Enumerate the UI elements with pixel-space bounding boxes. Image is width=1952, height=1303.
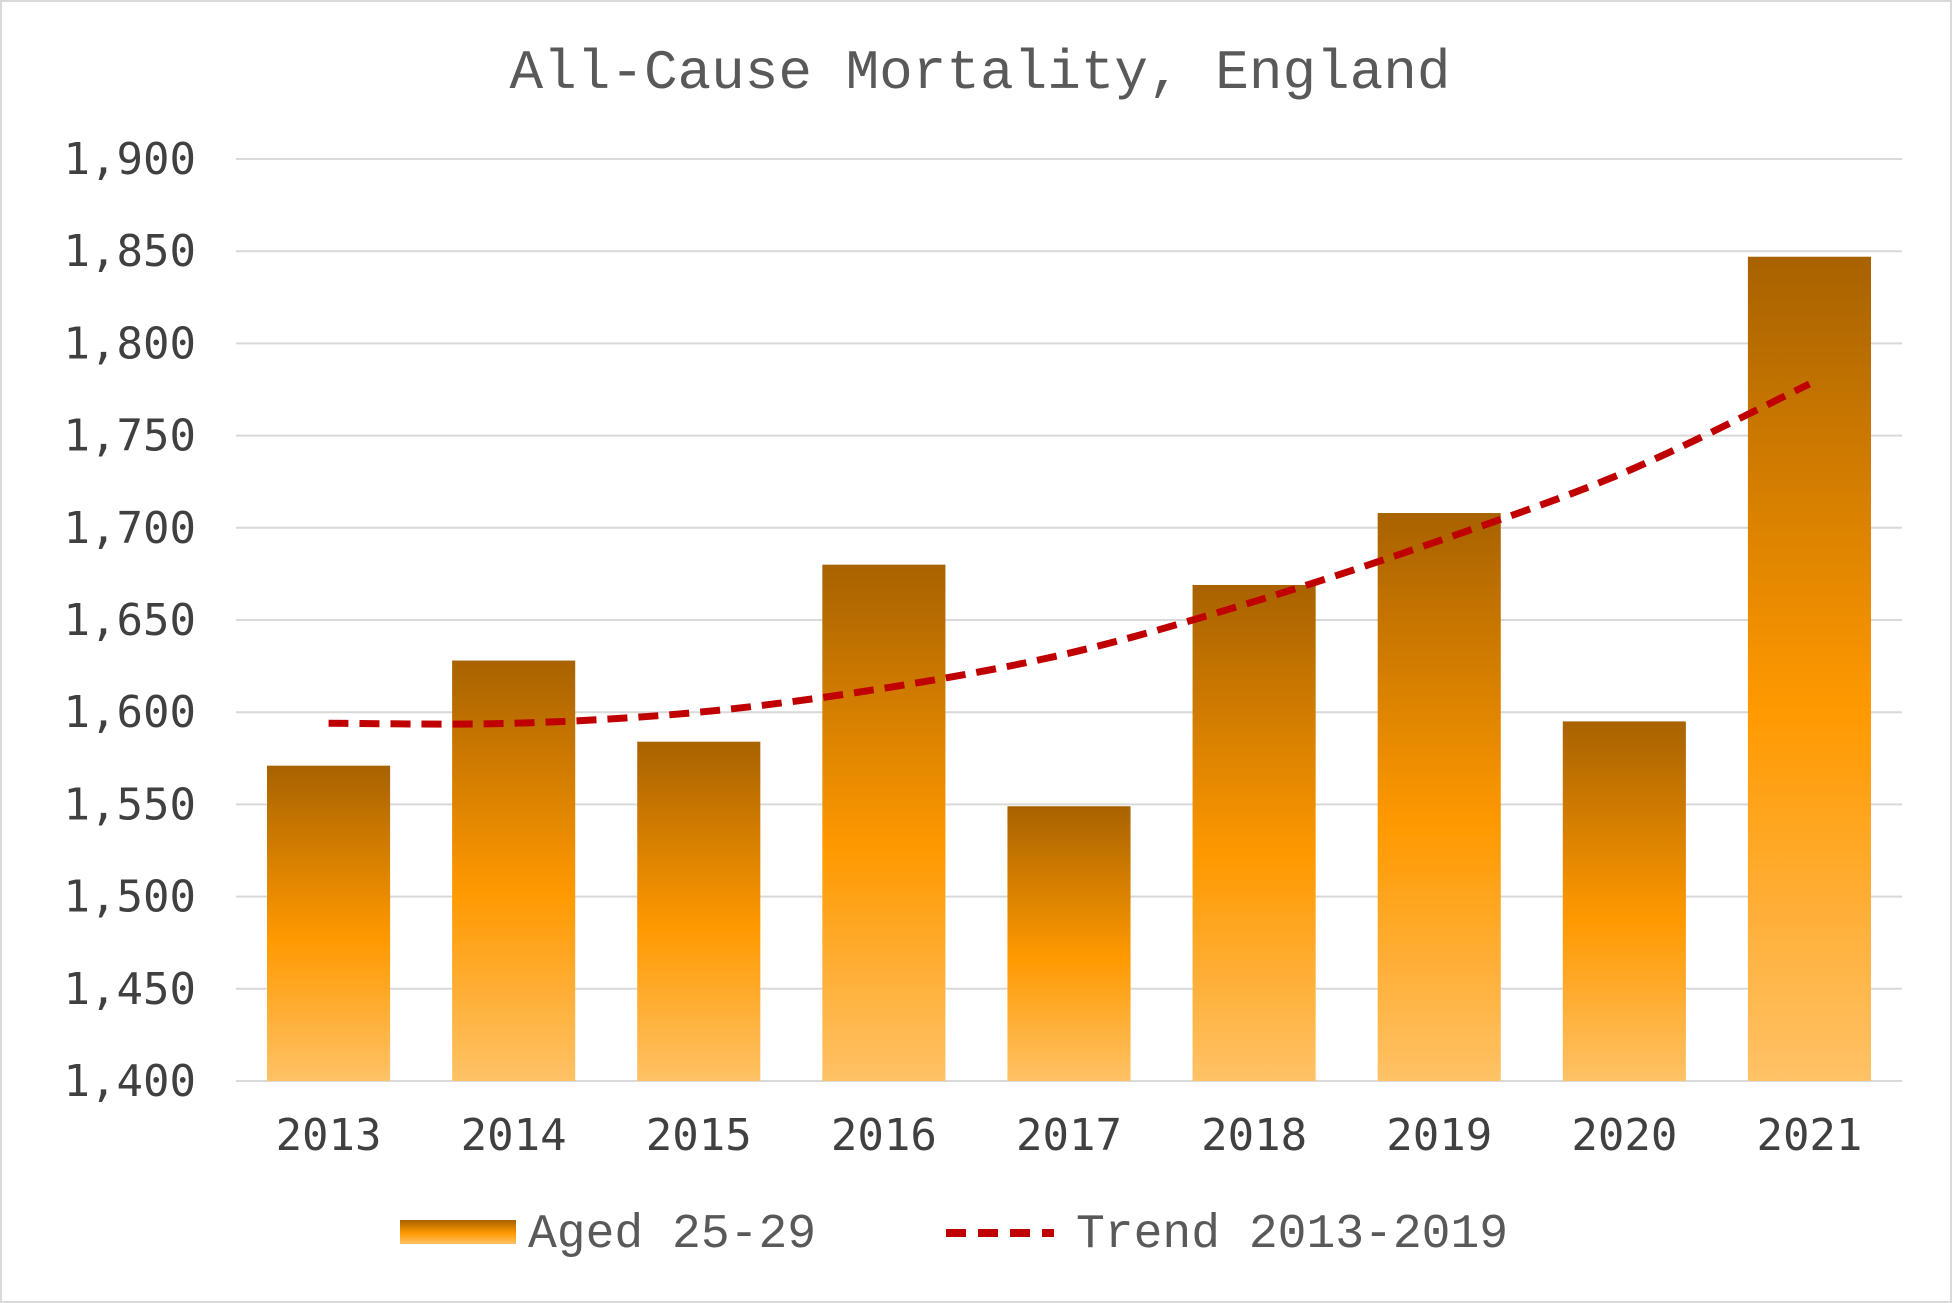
- bar-2015: [637, 741, 761, 1081]
- x-tick-label: 2018: [1201, 1110, 1307, 1161]
- x-axis-tick-labels: 2013 2014 2015 2016 2017 2018 2019 2020 2021: [276, 1110, 1863, 1161]
- x-tick-label: 2015: [646, 1110, 752, 1161]
- x-tick-label: 2014: [461, 1110, 567, 1161]
- bar-2019: [1377, 513, 1501, 1081]
- bar-2014: [452, 660, 576, 1081]
- x-tick-label: 2020: [1571, 1110, 1677, 1161]
- x-tick-label: 2021: [1756, 1110, 1862, 1161]
- y-tick-label: 1,500: [64, 872, 196, 923]
- x-tick-label: 2017: [1016, 1110, 1122, 1161]
- y-tick-label: 1,850: [64, 226, 196, 277]
- bar-2017: [1007, 806, 1131, 1081]
- trend-series: [328, 380, 1811, 728]
- trend-line: [328, 380, 1811, 728]
- y-tick-label: 1,450: [64, 964, 196, 1015]
- y-tick-label: 1,750: [64, 411, 196, 462]
- bar-series: [267, 256, 1871, 1081]
- legend: Aged 25-29 Trend 2013-2019: [400, 1208, 1508, 1262]
- y-axis-tick-labels: 1,400 1,450 1,500 1,550 1,600 1,650 1,700 1,750…: [64, 134, 196, 1107]
- bar-2016: [822, 564, 946, 1081]
- legend-label-bar: Aged 25-29: [528, 1208, 816, 1262]
- y-tick-label: 1,800: [64, 318, 196, 369]
- bar-2018: [1192, 584, 1316, 1081]
- x-tick-label: 2016: [831, 1110, 937, 1161]
- y-tick-label: 1,900: [64, 134, 196, 185]
- bar-2021: [1747, 256, 1871, 1081]
- y-tick-label: 1,650: [64, 595, 196, 646]
- bar-2020: [1562, 721, 1686, 1081]
- y-tick-label: 1,700: [64, 503, 196, 554]
- legend-swatch-bar: [400, 1220, 516, 1244]
- legend-label-trend: Trend 2013-2019: [1076, 1208, 1508, 1262]
- y-tick-label: 1,550: [64, 779, 196, 830]
- x-tick-label: 2013: [276, 1110, 382, 1161]
- y-tick-label: 1,400: [64, 1056, 196, 1107]
- bar-2013: [267, 765, 391, 1081]
- chart-title: All-Cause Mortality, England: [510, 41, 1451, 105]
- y-tick-label: 1,600: [64, 687, 196, 738]
- x-tick-label: 2019: [1386, 1110, 1492, 1161]
